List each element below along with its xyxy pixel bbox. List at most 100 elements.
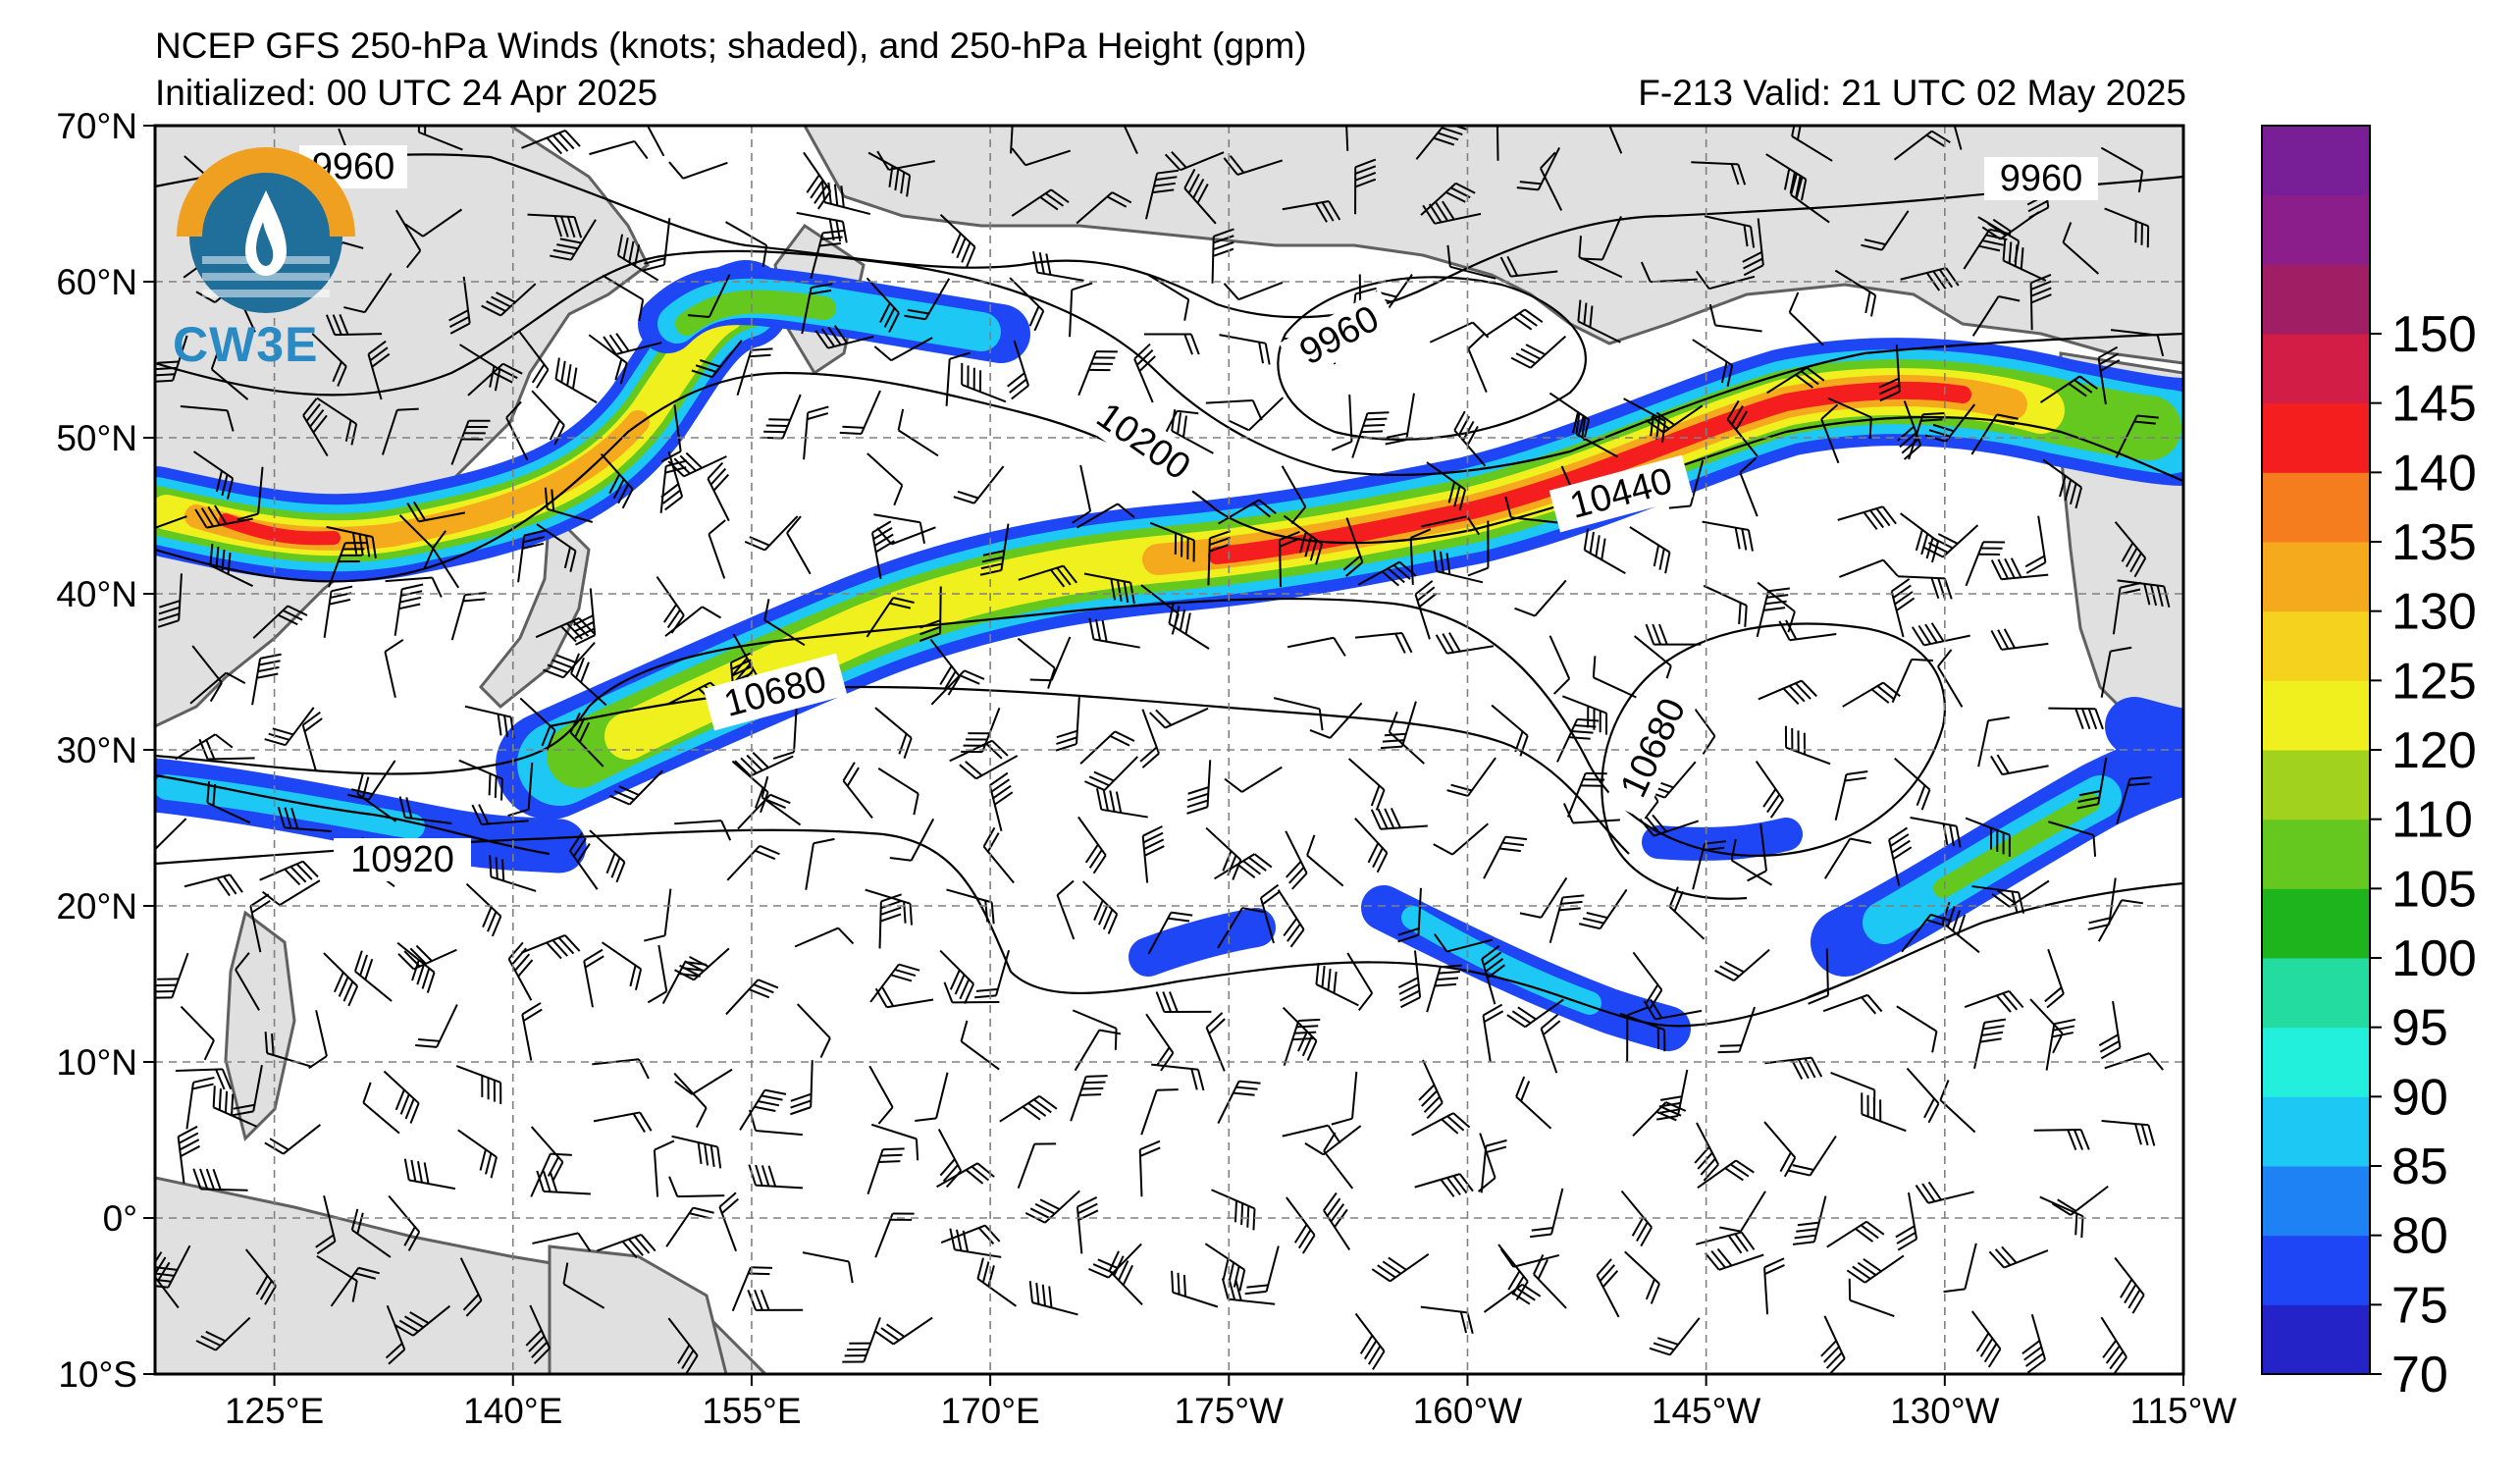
wind-barb [1286,636,1346,657]
wind-barb [1433,933,1494,953]
colorbar-label: 85 [2391,1139,2448,1195]
wind-barb [1224,766,1283,793]
wind-barb [1072,1009,1118,1050]
wind-barb [525,1304,551,1365]
wind-barb [904,278,951,321]
colorbar-label: 90 [2391,1069,2448,1126]
wind-barb [1897,575,1953,600]
lat-tick-label: 20°N [56,886,137,927]
wind-barb [749,1109,803,1137]
wind-barb [1991,879,2050,908]
wind-barb [2051,1185,2109,1216]
wind-barb [961,362,1007,403]
wind-barb [1906,1067,1940,1124]
wind-barb [1011,147,1072,167]
wind-barb [1519,876,1568,919]
wind-barb [302,397,329,456]
wind-barb [1123,126,1138,155]
wind-barb [175,1068,233,1090]
wind-barb [1766,366,1825,395]
wind-barb [323,952,359,1007]
wind-barb [1639,814,1700,837]
contour-10680-long [155,597,1946,900]
wind-barb [803,151,832,210]
philippines [224,910,296,1141]
wind-barb [1540,1013,1561,1074]
wind-barb [2098,1000,2122,1060]
wind-barb [1963,228,2012,270]
wind-barb [1719,1191,1766,1233]
wind-barb [936,1162,995,1189]
wind-barb [1764,1056,1823,1080]
wind-barb [448,276,471,335]
wind-barb [647,944,668,1004]
wind-barb [1433,822,1490,856]
map-title: NCEP GFS 250-hPa Winds (knots; shaded), … [155,26,1307,66]
wind-barb [367,340,391,400]
colorbar-swatch [2262,1304,2370,1375]
wind-barb [1822,993,1883,1015]
wind-barb [1433,550,1484,584]
wind-barb [1304,1125,1362,1156]
wind-barb [873,337,933,362]
wind-barb [1354,1312,1386,1370]
wind-barb [974,949,1011,999]
wind-barb [1861,1092,1907,1133]
wind-barb [1912,622,1970,647]
wind-barb [2021,1313,2047,1374]
wind-barb [1426,964,1462,1013]
wind-barb [1420,1305,1474,1335]
jet-fragment-2-cyan [1401,906,1601,1015]
wind-barb [1411,1112,1471,1137]
wind-barb [1499,255,1558,278]
wind-barb [2039,375,2098,403]
wind-barb [157,573,183,628]
wind-barb [432,530,460,589]
lon-tick-label: 170°E [941,1391,1040,1431]
wind-barb [1205,1012,1226,1072]
wind-barb [1910,817,1962,848]
wind-barb [536,1170,591,1195]
wind-barb [664,606,722,637]
wind-barb [794,927,855,948]
wind-barb [1895,1192,1918,1251]
colorbar-swatch [2262,819,2370,889]
colorbar-swatch [2262,888,2370,959]
wind-barb [343,272,393,314]
wind-barb [660,404,682,463]
wind-barb [1354,632,1413,654]
wind-barb [1941,901,1980,954]
wind-barb [1632,951,1663,1009]
wind-barb [1788,291,1824,346]
wind-barb [277,806,332,832]
wind-barb [877,768,919,816]
wind-barb [1922,524,1979,558]
wind-barb [1147,911,1193,955]
wind-barb [467,362,523,397]
wind-barb [301,711,323,771]
new-guinea [548,1245,728,1374]
water-drop-logo-icon [177,147,355,313]
wind-barb [1171,1270,1219,1308]
wind-barb [1207,530,1231,586]
wind-barb [744,515,799,552]
wind-barb [949,739,1009,763]
lat-tick-label: 30°N [56,730,137,770]
wind-barb [1645,623,1702,646]
wind-barb [192,1168,248,1192]
wind-barb [1138,1139,1161,1197]
wind-barb [1351,411,1390,458]
wind-barb [1149,707,1209,729]
wind-barb [1149,521,1195,562]
wind-barb [870,520,895,580]
wind-barb [1055,697,1080,752]
wind-barb [251,653,282,706]
wind-barb [616,234,659,282]
wind-barb [209,544,253,588]
colorbar-label: 105 [2391,861,2477,918]
wind-barb [2097,899,2144,942]
wind-barb [1499,1248,1560,1268]
wind-barb [1778,619,1837,642]
wind-barb [1788,1135,1837,1177]
wind-barb [194,504,253,529]
